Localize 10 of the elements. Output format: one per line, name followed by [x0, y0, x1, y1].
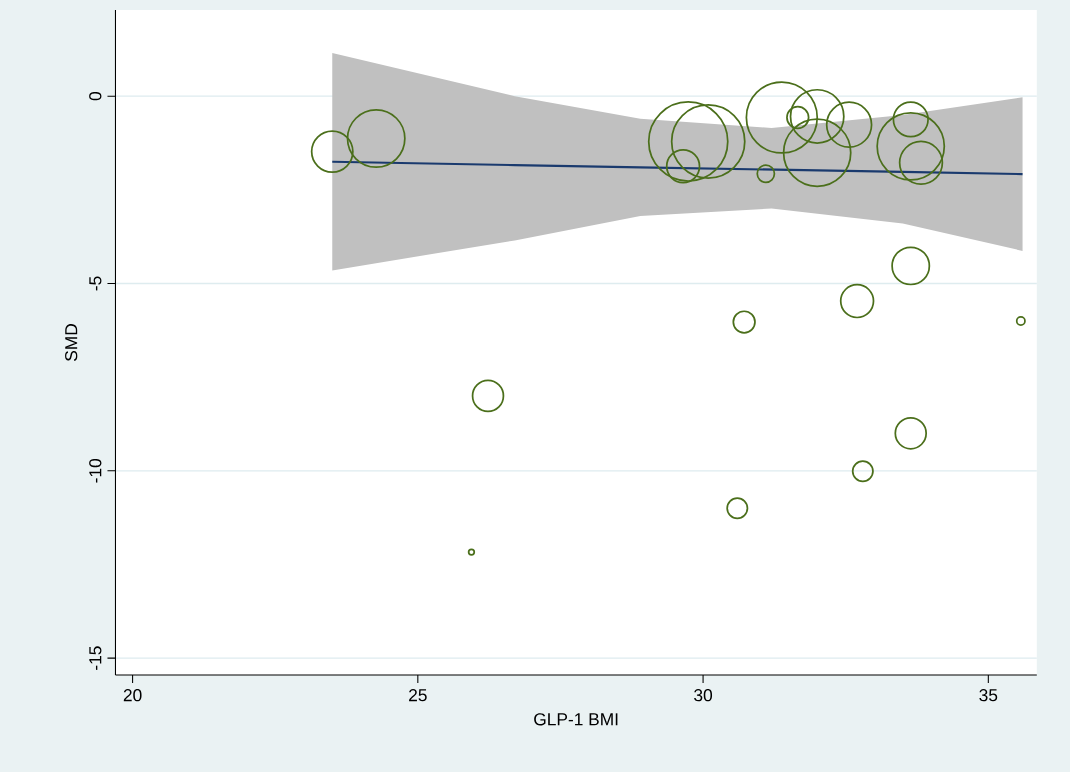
- y-tick-label: 0: [89, 92, 102, 101]
- y-tick-label: -5: [89, 276, 102, 291]
- x-axis-title: GLP-1 BMI: [534, 713, 618, 726]
- y-tick-label: -10: [89, 458, 102, 483]
- x-tick-label: 25: [409, 689, 427, 702]
- x-tick-label: 30: [694, 689, 713, 702]
- x-tick-label: 20: [123, 689, 142, 702]
- x-tick-label: 35: [979, 689, 998, 702]
- y-axis-title: SMD: [65, 324, 78, 361]
- y-tick-label: -15: [89, 646, 102, 670]
